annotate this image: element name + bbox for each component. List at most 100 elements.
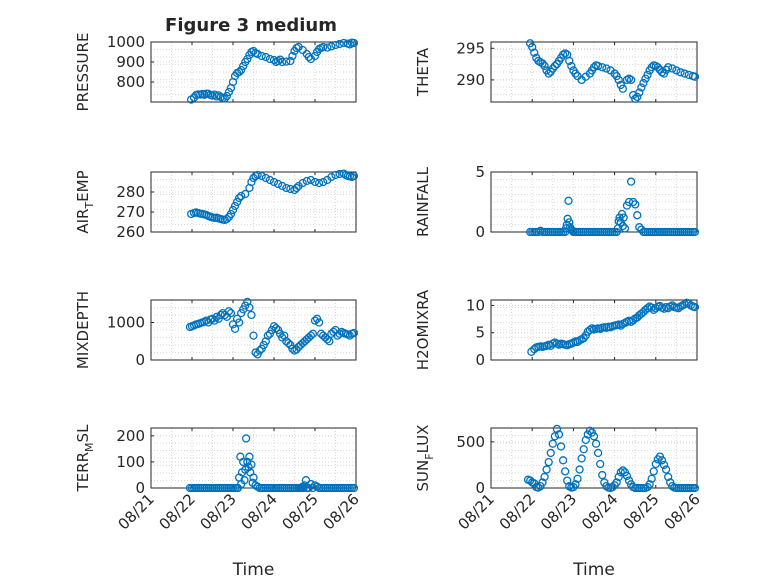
- data-point: [345, 40, 355, 49]
- figure-title: Figure 3 medium: [165, 15, 337, 36]
- x-tick-label: 08/26: [661, 490, 704, 533]
- data-point: [616, 468, 625, 477]
- data-point: [310, 51, 320, 61]
- y-tick-label: 0: [135, 479, 145, 497]
- data-point: [618, 84, 627, 93]
- data-point: [622, 471, 632, 481]
- data-point: [618, 221, 627, 231]
- y-tick-label: 200: [116, 427, 145, 445]
- data-point: [635, 88, 644, 97]
- data-point: [544, 458, 553, 467]
- data-point: [664, 304, 673, 313]
- subplot-6: 0 5 10 H2OMIXRA: [414, 289, 700, 370]
- subplot-3: 260 270 280 AIRTEMP: [74, 169, 359, 241]
- y-axis-label: TERRMSL: [74, 424, 96, 493]
- data-point: [647, 474, 656, 483]
- data-point: [651, 304, 660, 313]
- x-axis-label: Time: [232, 560, 275, 580]
- data-point: [593, 61, 603, 71]
- data-point: [655, 301, 665, 311]
- data-point: [234, 318, 244, 327]
- data-point: [247, 310, 256, 320]
- data-point: [556, 442, 566, 451]
- data-point: [653, 63, 663, 72]
- data-point: [558, 456, 568, 465]
- data-point: [253, 49, 262, 59]
- data-point: [222, 91, 232, 101]
- data-point: [628, 316, 638, 325]
- data-point: [308, 329, 318, 338]
- data-point: [304, 52, 314, 62]
- data-point: [327, 172, 336, 182]
- data-point: [261, 173, 270, 183]
- data-point: [253, 482, 262, 491]
- data-point: [243, 297, 252, 307]
- data-point: [589, 432, 599, 441]
- data-point: [647, 303, 656, 312]
- data-point: [228, 205, 238, 215]
- data-point: [335, 329, 344, 338]
- data-point: [278, 181, 287, 191]
- axes-box: [490, 41, 698, 103]
- data-point: [226, 209, 236, 219]
- data-point: [593, 448, 603, 458]
- data-point: [540, 61, 549, 71]
- data-point: [314, 178, 324, 188]
- data-point: [564, 196, 573, 205]
- data-point: [284, 338, 293, 348]
- data-point: [314, 318, 324, 327]
- data-point: [550, 61, 560, 71]
- data-point: [659, 460, 669, 470]
- data-point: [232, 197, 242, 207]
- data-point: [306, 331, 316, 340]
- y-tick-label: 0: [475, 223, 485, 241]
- y-tick-label: 500: [456, 433, 485, 451]
- data-point: [286, 184, 295, 194]
- data-point: [643, 70, 652, 79]
- data-point: [278, 57, 287, 67]
- data-point: [310, 177, 320, 187]
- data-point: [616, 321, 625, 330]
- data-point: [208, 314, 217, 323]
- data-point: [614, 75, 623, 85]
- data-point: [234, 193, 244, 203]
- y-tick-label: 270: [116, 203, 145, 221]
- data-point: [237, 191, 246, 201]
- y-axis-label: AIRTEMP: [74, 170, 96, 233]
- data-point: [631, 94, 640, 103]
- data-point: [325, 337, 334, 346]
- data-point: [647, 63, 656, 72]
- y-axis-label: THETA: [414, 47, 432, 97]
- data-point: [349, 483, 359, 493]
- data-point: [573, 337, 582, 347]
- y-tick-label: 290: [456, 71, 485, 89]
- data-point: [349, 38, 359, 48]
- data-point: [239, 61, 248, 71]
- y-tick-label: 1000: [107, 33, 145, 51]
- data-point: [631, 200, 640, 209]
- data-point: [657, 456, 667, 465]
- y-axis-label: SUNFLUX: [414, 425, 436, 492]
- data-point: [310, 316, 320, 325]
- data-point: [298, 178, 307, 188]
- data-point: [241, 189, 250, 199]
- y-tick-label: 260: [116, 223, 145, 241]
- data-point: [645, 480, 654, 489]
- data-point: [661, 465, 671, 474]
- data-point: [614, 472, 623, 482]
- data-point: [323, 43, 332, 52]
- data-point: [301, 476, 311, 485]
- data-point: [598, 470, 607, 480]
- data-point: [253, 170, 262, 180]
- subplot-4: 0 5 RAINFALL: [414, 163, 700, 241]
- data-point: [538, 59, 547, 68]
- data-point: [565, 218, 574, 227]
- y-tick-label: 280: [116, 183, 145, 201]
- y-tick-label: 10: [466, 296, 485, 314]
- data-point: [273, 56, 283, 66]
- data-point: [273, 179, 283, 189]
- data-point: [684, 299, 693, 308]
- data-point: [635, 223, 644, 232]
- data-point: [230, 324, 240, 334]
- data-point: [664, 472, 673, 482]
